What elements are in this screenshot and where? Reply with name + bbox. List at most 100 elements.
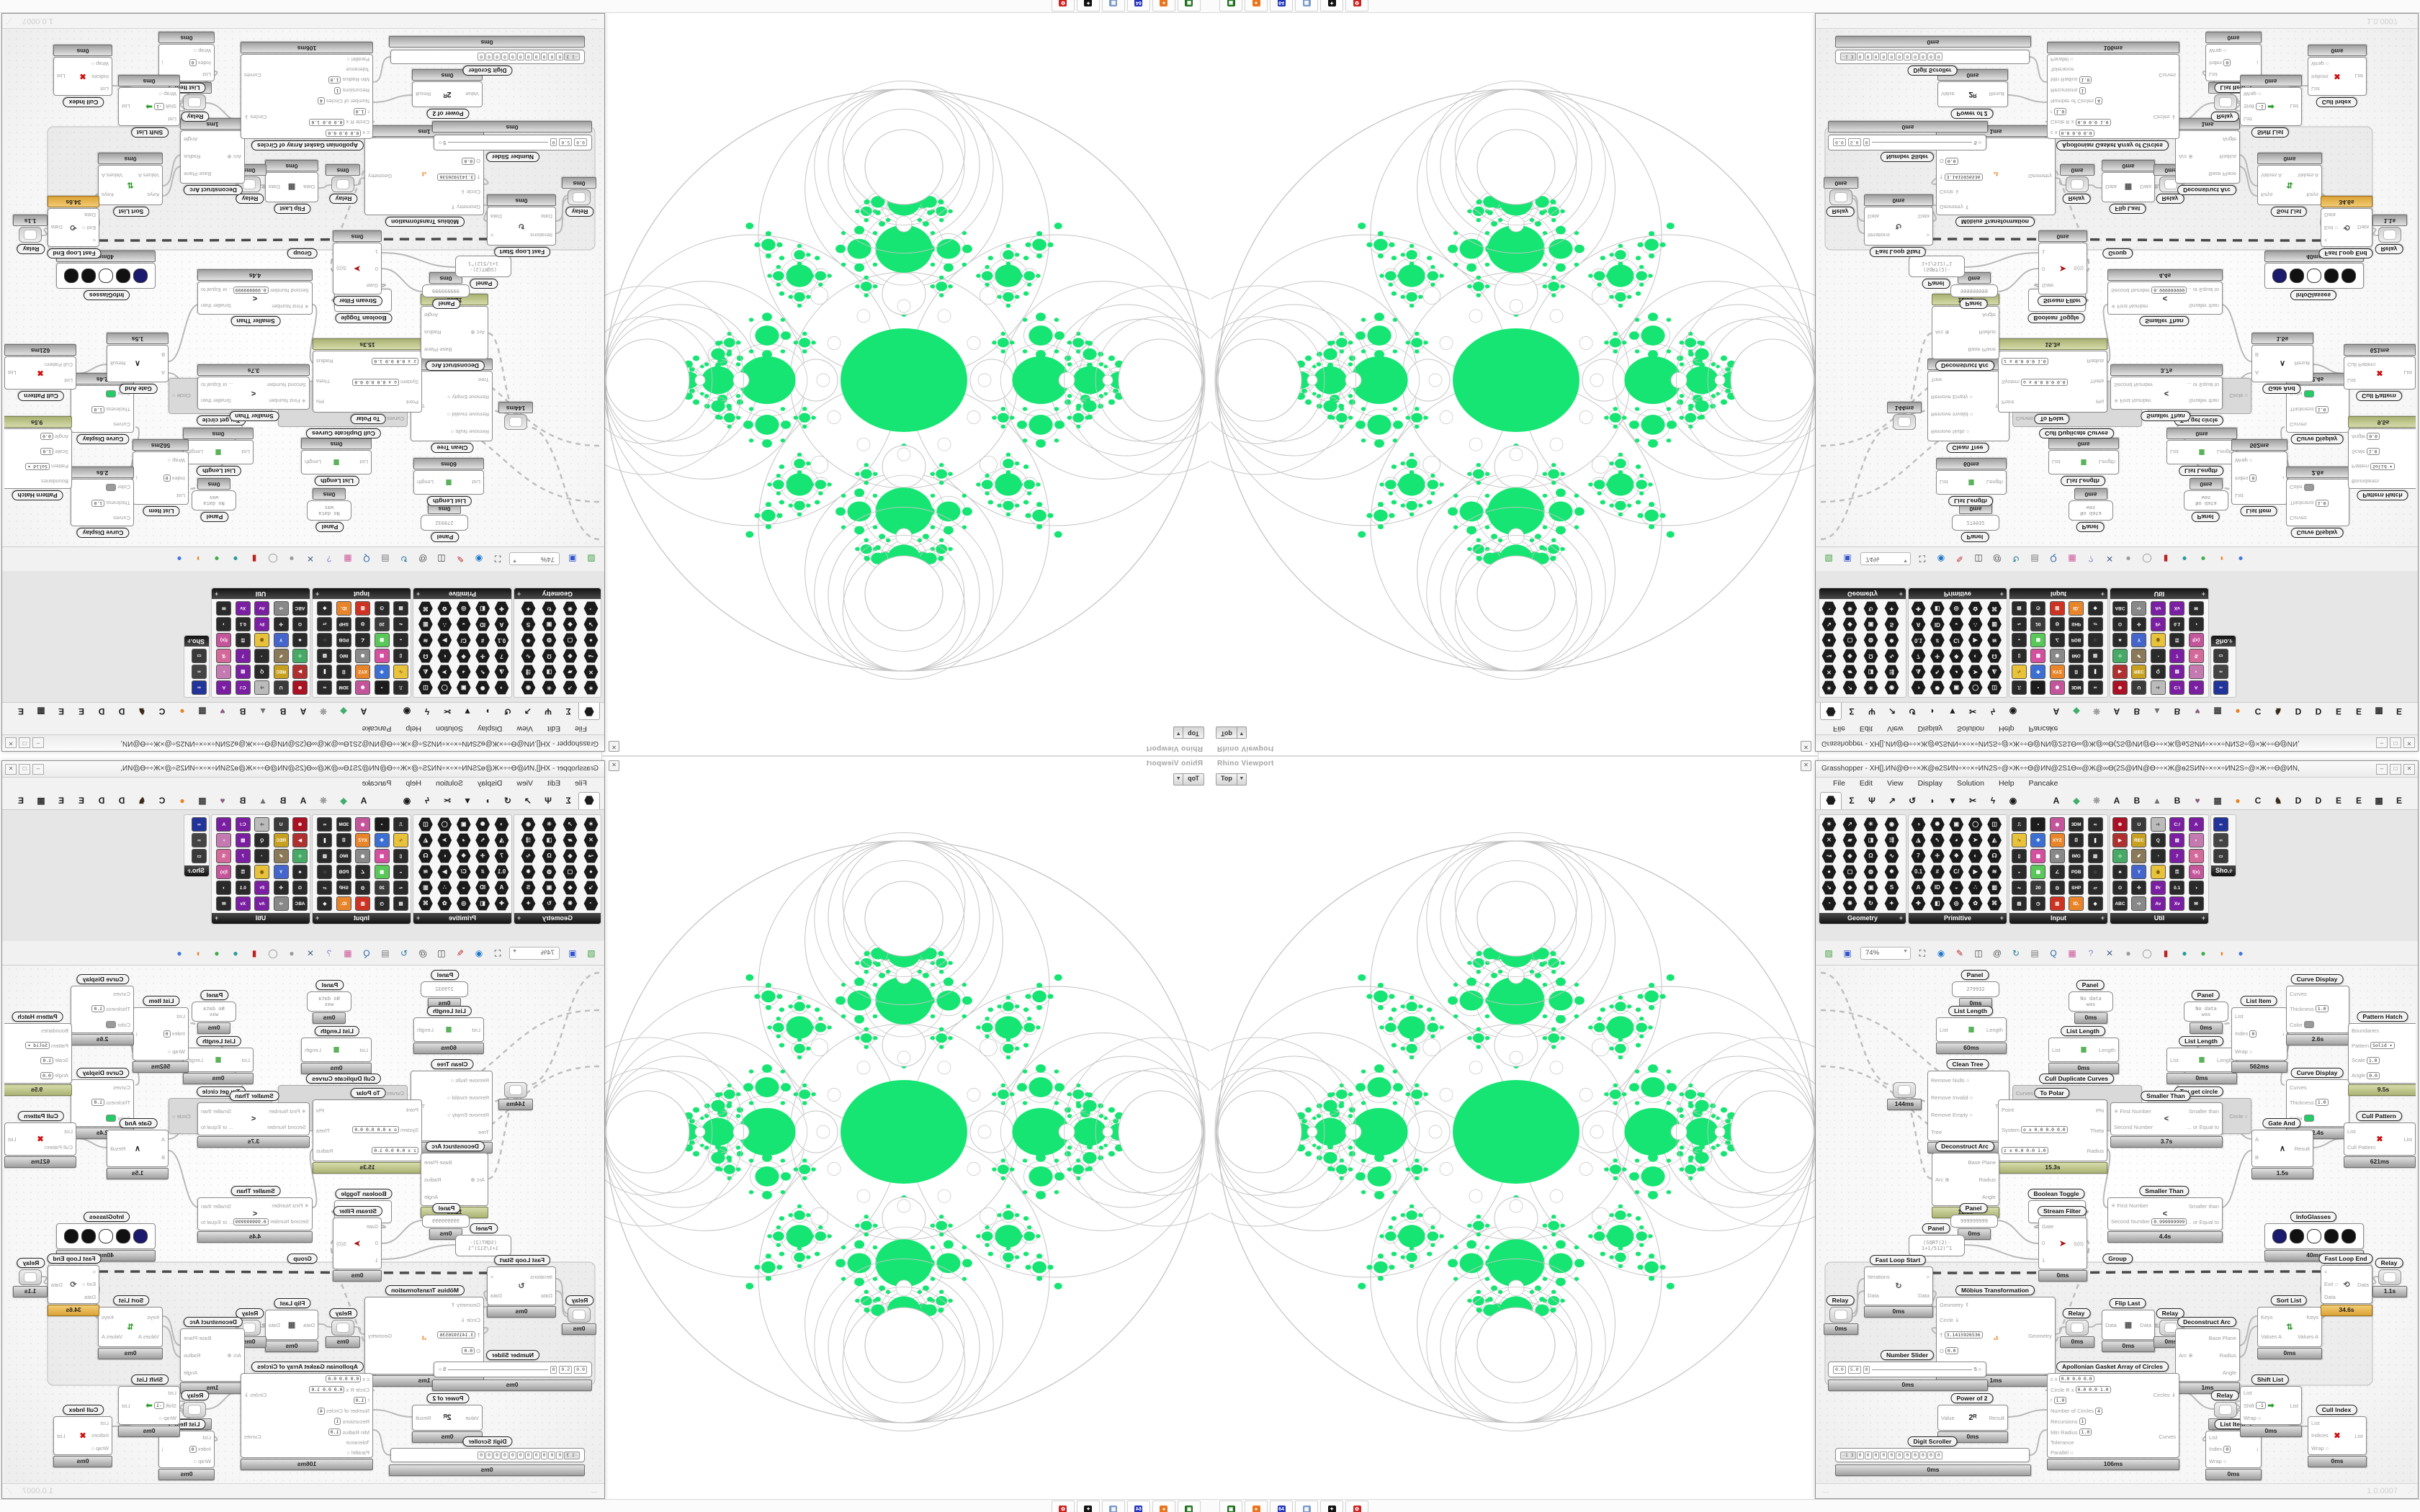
palette-label[interactable]: Util + [2110,913,2208,924]
node-label[interactable]: Apollonian Gasket Array of Circles [251,140,364,150]
gh-node-topolar[interactable]: Point System o x 0.0 0.0 0.0 z x 0.0 0.0 1… [1998,351,2107,413]
gh-node-darc1[interactable]: Arc ⊕ Base Plane Radius Angle [1932,306,1999,359]
node-label[interactable]: Panel [1960,970,1989,980]
finder-icon[interactable]: Q [2050,948,2057,958]
node-label[interactable]: Flip Last [274,1298,311,1308]
component-icon[interactable]: ◔ [1821,896,1837,911]
plugin-tab[interactable]: A [2113,796,2120,806]
category-tab[interactable]: ϟ [424,796,430,806]
gh-node-fle[interactable]: < Exit ○ Data Data ⟲ [48,1265,99,1304]
gh-node-ll0b[interactable]: List Length ≣ [2166,1048,2237,1072]
component-icon[interactable]: ▶ [2112,665,2128,679]
resize-grip[interactable]: ⋰ [2408,1487,2415,1494]
component-icon[interactable]: ⇶ [1884,665,1899,679]
component-icon[interactable]: SHP [336,617,351,631]
menu-file[interactable]: File [575,724,587,733]
node-label[interactable]: List Length [315,476,359,486]
node-label[interactable]: Stream Filter [2038,296,2087,306]
node-label[interactable]: Number Slider [485,152,540,162]
component-icon[interactable]: ◑ [1911,817,1926,832]
component-icon[interactable]: XYZ [2049,833,2065,847]
node-label[interactable]: Power of 2 [426,109,470,119]
component-icon[interactable]: ✛ [475,649,490,663]
maximize-button[interactable]: □ [19,764,30,775]
zoom-extents-icon[interactable]: ⛶ [494,948,501,958]
plugin-tab[interactable]: ◆ [2073,706,2080,716]
component-icon[interactable]: Av [254,896,270,911]
component-icon[interactable]: # [1930,633,1945,647]
component-icon[interactable]: ✕ [583,833,599,847]
gh-node-panel[interactable]: 999999999 [1950,1215,1998,1228]
component-icon[interactable]: ✸ [521,865,536,879]
component-icon[interactable]: ◧ [1930,896,1945,911]
balls-white-icon[interactable]: ◯ [268,554,278,564]
node-label[interactable]: Möbius Transformation [1955,217,2035,227]
component-icon[interactable]: U [2131,680,2147,695]
plugin-tab[interactable]: D [2295,706,2302,716]
node-label[interactable]: Curve Display [76,434,130,444]
component-icon[interactable]: ⇶ [521,833,536,847]
resize-grip[interactable]: ⋰ [2408,18,2415,25]
menu-display[interactable]: Display [1917,724,1943,733]
component-icon[interactable]: ❚ [2087,833,2103,847]
plugin-tab[interactable]: ▩ [37,796,45,806]
gh-node-panel[interactable]: No data was [2184,490,2228,510]
component-icon[interactable]: C/ [1949,633,1964,647]
gh-node-panel[interactable]: 279932 [421,981,468,997]
plugin-tab[interactable]: ● [179,796,185,806]
component-icon[interactable]: 0.1 [2169,881,2185,895]
component-icon[interactable]: ▤ [2012,601,2027,616]
node-label[interactable]: Apollonian Gasket Array of Circles [2056,1362,2169,1372]
mail-icon[interactable]: @ [1992,554,2002,564]
gh-node-cullpat[interactable]: List Cull Pattern List ✖ [4,356,76,390]
menu-view[interactable]: View [1887,724,1904,733]
category-tab[interactable]: Ψ [1868,706,1876,716]
group-label[interactable]: Group [2102,1254,2133,1264]
component-icon[interactable]: ◌ [317,865,333,879]
component-icon[interactable]: ✕ [1821,833,1837,847]
node-label[interactable]: Shift List [2251,1374,2290,1385]
component-icon[interactable]: ◕ [456,665,471,679]
recompute-icon[interactable]: ↻ [400,948,408,958]
status-ellipsis[interactable]: ... [1823,1487,1829,1495]
plugin-tab[interactable]: C [158,706,166,716]
palette-label[interactable]: Input + [313,588,411,599]
component-icon[interactable]: ▢ [563,865,578,879]
plugin-tab[interactable]: ❋ [319,706,328,716]
component-icon[interactable]: ✣ [273,617,289,631]
balloon-teal-icon[interactable]: ● [233,948,238,958]
component-icon[interactable]: ≋ [1987,633,2002,647]
component-icon[interactable]: IMG [336,649,351,663]
menu-file[interactable]: File [575,779,587,788]
gh-node-sortlist[interactable]: Keys Values A Keys Values A ⇅ [98,1307,163,1347]
component-icon[interactable]: ⚿ [235,633,251,647]
component-icon[interactable]: ✚ [2030,833,2046,847]
gh-node-relay[interactable] [568,189,591,205]
component-icon[interactable]: ◫ [1987,817,2002,832]
component-icon[interactable]: C:/ [2169,817,2185,832]
menu-file[interactable]: File [1833,724,1845,733]
node-label[interactable]: Gate And [119,1118,158,1128]
component-icon[interactable]: ∞ [2213,665,2228,679]
gh-node-relay[interactable] [2066,176,2089,192]
component-icon[interactable]: S [1884,617,1899,631]
component-icon[interactable]: ☊ [418,849,433,863]
component-icon[interactable]: ◆ [563,881,578,895]
menu-display[interactable]: Display [477,779,503,788]
palette-expand-icon[interactable]: + [1999,914,2004,922]
node-label[interactable]: Relay [2156,194,2184,204]
gh-node-pow2[interactable]: Value Result 2ᴿ [1937,81,2008,107]
component-icon[interactable]: ▤ [393,896,408,911]
category-tab[interactable]: ◗ [1930,706,1935,716]
component-icon[interactable]: ⊹ [292,849,308,863]
gh-node-fliplast[interactable]: Data Data ▦ [2102,1310,2155,1340]
component-icon[interactable]: ▢ [563,633,578,647]
chevron-down-icon[interactable]: ▼ [1903,948,1908,954]
component-icon[interactable]: Pr [254,617,270,631]
component-icon[interactable]: ◎ [1949,896,1964,911]
chevron-down-icon[interactable]: ▼ [1903,558,1908,564]
component-icon[interactable]: ✐ [273,849,289,863]
recompute-icon[interactable]: ↻ [400,554,408,564]
component-icon[interactable]: ▢ [1842,633,1857,647]
gh-node-panel[interactable]: No data was [2069,991,2113,1012]
